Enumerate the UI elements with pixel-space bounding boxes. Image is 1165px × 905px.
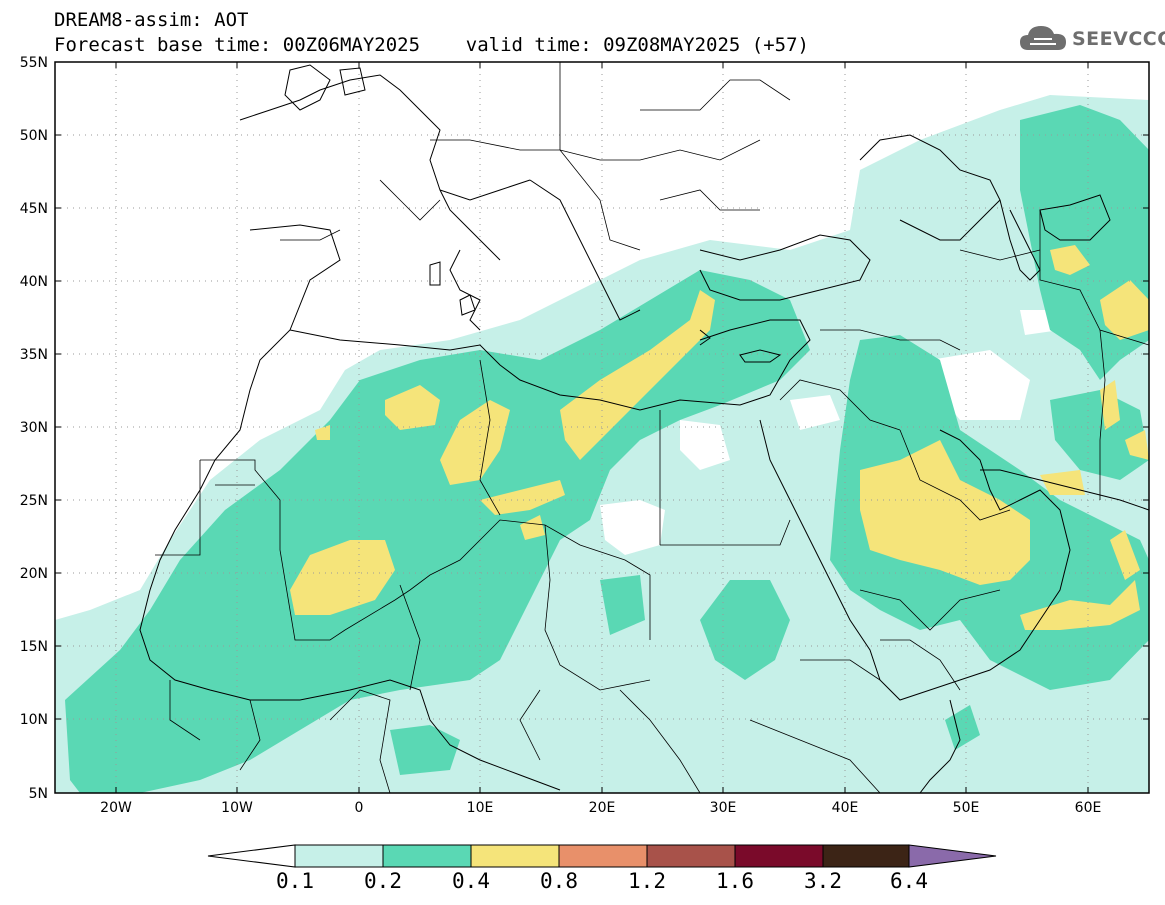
lon-label: 30E: [710, 800, 737, 816]
lon-label: 20W: [100, 800, 132, 816]
lon-label: 20E: [589, 800, 616, 816]
lon-label: 10W: [221, 800, 253, 816]
colorbar-low-arrow: [207, 844, 296, 868]
colorbar-bin: [294, 844, 384, 868]
logo-text: SEEVCCC: [1072, 28, 1165, 50]
colorbar-bin: [382, 844, 472, 868]
lat-label: 15N: [20, 639, 48, 655]
lon-label: 50E: [953, 800, 980, 816]
colorbar-label: 6.4: [890, 869, 928, 893]
lat-label: 20N: [20, 566, 48, 582]
latitude-labels: 55N 50N 45N 40N 35N 30N 25N 20N 15N 10N …: [20, 55, 48, 802]
lon-label: 0: [355, 800, 364, 816]
colorbar-bin: [470, 844, 560, 868]
lat-label: 30N: [20, 420, 48, 436]
colorbar-bin: [558, 844, 648, 868]
colorbar-label: 3.2: [804, 869, 842, 893]
lat-label: 40N: [20, 274, 48, 290]
map-title: DREAM8-assim: AOT: [54, 9, 249, 31]
lat-label: 50N: [20, 128, 48, 144]
longitude-labels: 20W 10W 0 10E 20E 30E 40E 50E 60E: [100, 800, 1101, 816]
colorbar-bin: [646, 844, 736, 868]
lat-label: 10N: [20, 712, 48, 728]
colorbar-label: 0.1: [276, 869, 314, 893]
lat-label: 25N: [20, 493, 48, 509]
country-borders: [155, 62, 1149, 793]
coastlines: [139, 64, 1149, 793]
aot-level-3-field: [290, 245, 1149, 630]
colorbar-label: 1.2: [628, 869, 666, 893]
cloud-icon: [1020, 26, 1066, 50]
colorbar-label: 0.4: [452, 869, 490, 893]
seevccc-logo: SEEVCCC: [1018, 22, 1165, 56]
lat-label: 5N: [29, 786, 48, 802]
lat-label: 55N: [20, 55, 48, 71]
colorbar-bin: [734, 844, 824, 868]
lon-label: 40E: [832, 800, 859, 816]
forecast-time-info: Forecast base time: 00Z06MAY2025 valid t…: [54, 34, 809, 56]
lat-label: 45N: [20, 201, 48, 217]
lat-label: 35N: [20, 347, 48, 363]
colorbar-label: 0.2: [364, 869, 402, 893]
axis-ticks: [55, 62, 1149, 793]
colorbar-label: 1.6: [716, 869, 754, 893]
colorbar-bin: [822, 844, 910, 868]
colorbar: [207, 844, 997, 868]
colorbar-high-arrow: [908, 844, 997, 868]
colorbar-label: 0.8: [540, 869, 578, 893]
lon-label: 60E: [1075, 800, 1102, 816]
lon-label: 10E: [467, 800, 494, 816]
